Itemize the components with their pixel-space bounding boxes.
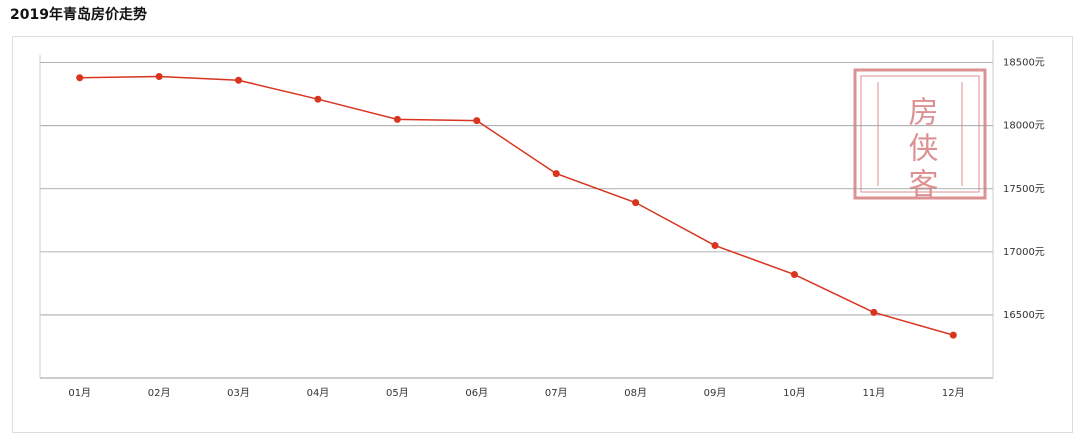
x-tick-label: 09月 [704, 387, 727, 399]
x-tick-label: 03月 [227, 387, 250, 399]
line [79, 75, 954, 336]
point [790, 271, 798, 279]
point [949, 331, 957, 339]
x-tick-label: 02月 [148, 387, 171, 399]
y-tick-label: 16500元 [1003, 310, 1045, 321]
y-tick-label: 18000元 [1003, 121, 1045, 132]
point [711, 242, 719, 250]
y-tick-label: 18500元 [1003, 58, 1045, 69]
x-tick-label: 11月 [863, 387, 886, 399]
chart-title: 2019年青岛房价走势 [10, 6, 147, 23]
x-tick-label: 10月 [783, 387, 806, 399]
watermark-text: 房侠客 [903, 96, 939, 204]
point [314, 95, 322, 103]
x-tick-label: 05月 [386, 387, 409, 399]
point [632, 199, 640, 207]
watermark-border [853, 68, 987, 200]
point [552, 170, 560, 178]
y-tick-label: 17500元 [1003, 184, 1045, 195]
x-tick-label: 04月 [307, 387, 330, 399]
x-tick-label: 01月 [68, 387, 91, 399]
point [393, 115, 401, 123]
point [870, 308, 878, 316]
x-tick-label: 06月 [465, 387, 488, 399]
point [235, 76, 243, 84]
chart-frame [12, 36, 1073, 433]
point [155, 72, 163, 80]
point [473, 117, 481, 125]
watermark: 房侠客 [853, 68, 987, 204]
x-tick-label: 07月 [545, 387, 568, 399]
watermark-border [860, 75, 980, 193]
point [76, 74, 84, 82]
x-tick-label: 12月 [942, 387, 965, 399]
x-tick-label: 08月 [624, 387, 647, 399]
y-tick-label: 17000元 [1003, 247, 1045, 258]
